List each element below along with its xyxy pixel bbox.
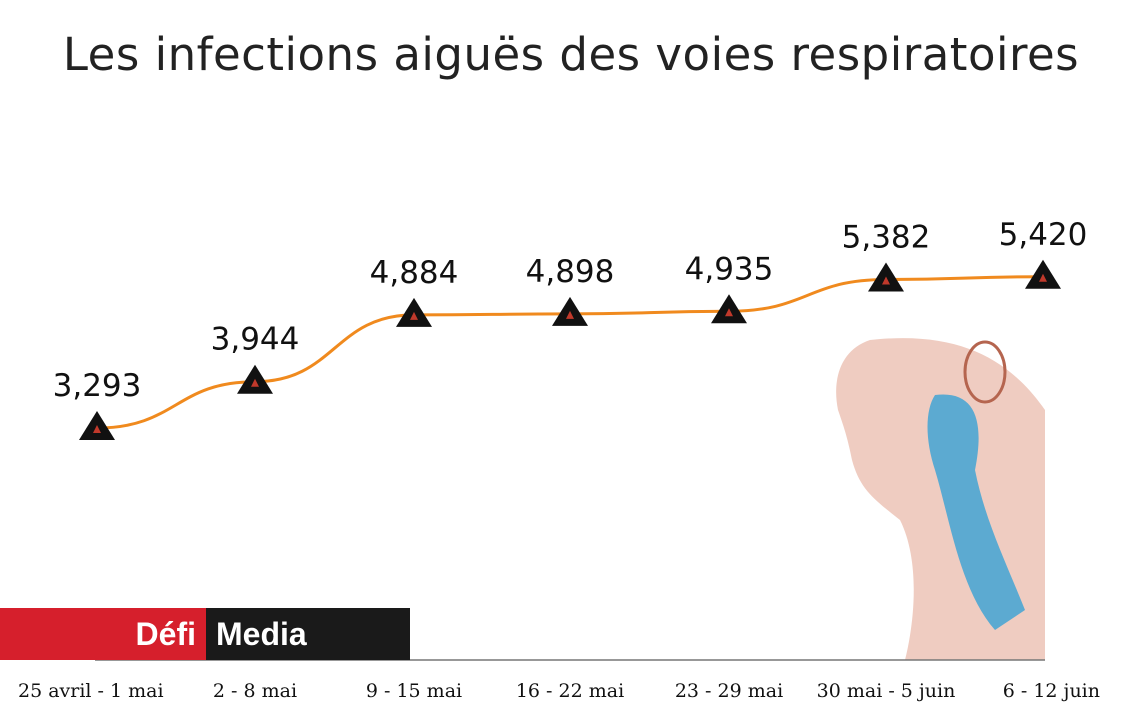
data-point-marker-dot xyxy=(882,276,890,285)
x-tick-label: 6 - 12 juin xyxy=(1003,680,1100,702)
data-value-label: 5,420 xyxy=(999,217,1088,253)
data-value-label: 3,944 xyxy=(211,322,300,358)
data-point-marker-dot xyxy=(566,310,574,319)
chart-title: Les infections aiguës des voies respirat… xyxy=(62,28,1080,81)
data-value-label: 5,382 xyxy=(842,219,931,255)
throat-illustration xyxy=(836,338,1045,660)
data-value-label: 3,293 xyxy=(53,368,142,404)
data-value-label: 4,935 xyxy=(685,251,774,287)
defi-media-logo: Défi Media xyxy=(0,608,410,660)
x-tick-label: 23 - 29 mai xyxy=(675,680,783,702)
x-tick-label: 2 - 8 mai xyxy=(213,680,297,702)
logo-text-media: Media xyxy=(216,615,307,652)
data-value-label: 4,884 xyxy=(370,255,459,291)
data-point-marker-dot xyxy=(725,308,733,317)
data-point-marker-dot xyxy=(251,378,259,387)
x-tick-label: 30 mai - 5 juin xyxy=(817,680,956,702)
data-point-marker-dot xyxy=(1039,273,1047,282)
data-value-label: 4,898 xyxy=(526,254,615,290)
x-tick-label: 16 - 22 mai xyxy=(516,680,624,702)
logo-text-defi: Défi xyxy=(135,615,196,652)
data-point-marker-dot xyxy=(93,425,101,433)
x-tick-label: 25 avril - 1 mai xyxy=(18,680,164,702)
data-point-marker-dot xyxy=(410,311,418,320)
x-tick-label: 9 - 15 mai xyxy=(366,680,462,702)
